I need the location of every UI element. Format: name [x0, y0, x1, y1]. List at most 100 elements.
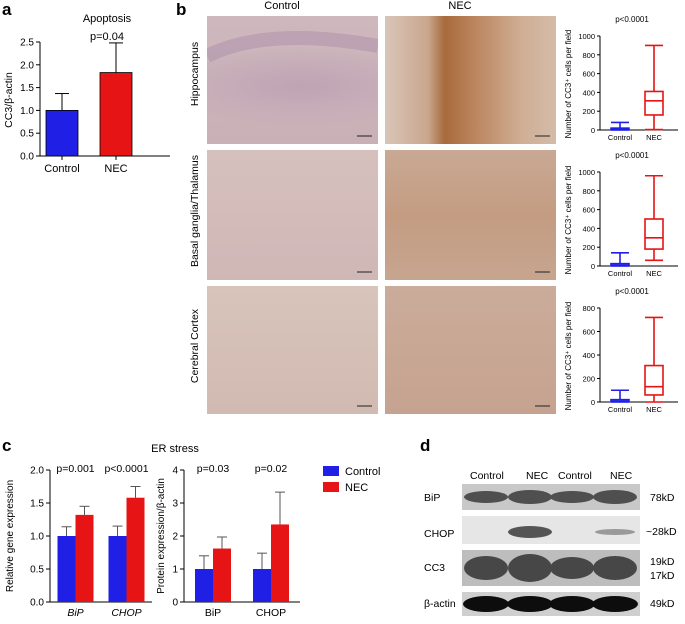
boxplot-box [644, 90, 664, 116]
boxplot-xtick-label: NEC [646, 405, 662, 414]
boxplot-ytick-label: 200 [582, 243, 595, 252]
chart-c-bar [108, 536, 127, 602]
boxplot-ytick-label: 800 [582, 51, 595, 60]
band-bip-1 [464, 491, 508, 503]
lane-label-1: Control [470, 470, 504, 482]
chart-a-xtick-label: NEC [104, 163, 127, 175]
boxplot-xtick-label: NEC [646, 269, 662, 278]
band-actin-1 [463, 596, 509, 612]
band-cc3-4 [593, 556, 637, 580]
chart-c-protein-plot: 0 1 2 3 4 BiP p=0.03 CHOP p=0.02 [172, 463, 300, 619]
band-label-cc3: CC3 [424, 562, 446, 574]
chart-c-gene-plot: 0.0 0.5 1.0 1.5 2.0 BiP p=0.001 CHOP p<0.0001 [30, 463, 152, 619]
chart-c-pvalue: p=0.03 [197, 463, 230, 475]
boxplot-ytick-label: 0 [591, 398, 595, 407]
chart-c-ytick-label: 2 [172, 532, 178, 543]
band-label-chop: CHOP [424, 528, 455, 540]
band-chop-2 [508, 526, 552, 538]
boxplot-ytick-label: 600 [582, 70, 595, 79]
chart-a-ytick-label: 1.0 [20, 106, 34, 117]
panel-letter-c: c [2, 436, 12, 455]
boxplot-ytick-label: 0 [591, 262, 595, 271]
chart-c-ytick-label: 3 [172, 499, 178, 510]
boxplot-cortex-plot: 0 200 400 600 800 Control NEC [582, 304, 678, 414]
chart-c-title: ER stress [151, 443, 199, 455]
boxplot-ytick-label: 800 [582, 187, 595, 196]
boxplot-hippocampus-ylabel: Number of CC3⁺ cells per field [564, 30, 573, 139]
chart-a-ytick-label: 0.0 [20, 152, 34, 163]
boxplot-basal-ganglia-pvalue: p<0.0001 [615, 151, 649, 160]
chart-c-ytick-label: 0 [172, 598, 178, 609]
band-label-bip: BiP [424, 492, 441, 504]
boxplot-xtick-label: Control [608, 269, 633, 278]
column-header-nec: NEC [448, 0, 472, 12]
chart-a-ytick-label: 0.5 [20, 129, 34, 140]
band-label-beta-actin: β-actin [424, 598, 456, 610]
band-bip-2 [508, 490, 552, 504]
micrograph-control-hippocampus [207, 16, 378, 144]
band-cc3-2 [508, 554, 552, 582]
chart-c: ER stress Relative gene expression Prote… [5, 443, 380, 619]
band-cc3-1 [464, 556, 508, 580]
chart-a-ytick-label: 2.5 [20, 38, 34, 49]
chart-c-left-ylabel: Relative gene expression [5, 480, 16, 592]
chart-a-title: Apoptosis [83, 13, 132, 25]
boxplot-xtick-label: NEC [646, 133, 662, 142]
chart-c-ytick-label: 1.5 [30, 499, 44, 510]
micrograph-control-basal-ganglia [207, 150, 378, 280]
chart-a-ylabel: CC3/β-actin [3, 72, 15, 128]
boxplot-ytick-label: 400 [582, 88, 595, 97]
chart-c-ytick-label: 1.0 [30, 532, 44, 543]
chart-c-bar [126, 497, 145, 602]
western-blot [462, 484, 640, 616]
boxplot-ytick-label: 200 [582, 375, 595, 384]
chart-a-bar [99, 72, 133, 157]
boxplot-box [644, 218, 664, 250]
legend-label-nec: NEC [345, 482, 368, 494]
boxplot-box [644, 364, 664, 396]
lane-label-2: NEC [526, 470, 549, 482]
column-header-control: Control [264, 0, 300, 12]
boxplot-hippocampus: p<0.0001 Number of CC3⁺ cells per field … [564, 15, 678, 142]
row-label-hippocampus: Hippocampus [189, 41, 201, 107]
boxplot-ytick-label: 1000 [578, 168, 595, 177]
legend-swatch-control [323, 466, 339, 476]
boxplot-ytick-label: 0 [591, 126, 595, 135]
chart-a-bar [45, 110, 79, 157]
chart-c-ytick-label: 2.0 [30, 466, 44, 477]
chart-c-xtick-label: CHOP [111, 607, 141, 619]
chart-a-ytick-label: 1.5 [20, 83, 34, 94]
chart-c-bar [253, 569, 271, 602]
chart-c-bar [75, 514, 94, 602]
chart-c-pvalue: p=0.02 [255, 463, 288, 475]
size-label-28: ~28kD [646, 526, 677, 538]
chart-c-ytick-label: 0.0 [30, 598, 44, 609]
band-actin-3 [549, 596, 595, 612]
size-label-49: 49kD [650, 598, 675, 610]
boxplot-cortex: p<0.0001 Number of CC3⁺ cells per field … [564, 287, 678, 414]
size-label-17: 17kD [650, 570, 675, 582]
chart-c-bar [195, 569, 213, 602]
boxplot-hippocampus-plot: 0 200 400 600 800 1000 Control NEC [578, 32, 678, 142]
boxplot-ytick-label: 600 [582, 328, 595, 337]
chart-c-pvalue: p=0.001 [56, 463, 94, 475]
boxplot-ytick-label: 400 [582, 351, 595, 360]
size-label-78: 78kD [650, 492, 675, 504]
chart-c-xtick-label: BiP [67, 607, 83, 619]
chart-c-xtick-label: CHOP [256, 607, 286, 619]
lane-label-3: Control [558, 470, 592, 482]
row-label-basal-ganglia: Basal ganglia/Thalamus [189, 154, 201, 268]
chart-c-bar [213, 548, 231, 602]
boxplot-basal-ganglia-plot: 0 200 400 600 800 1000 Control NEC [578, 168, 678, 278]
panel-letter-d: d [420, 436, 431, 455]
boxplot-xtick-label: Control [608, 405, 633, 414]
chart-a: Apoptosis p=0.04 CC3/β-actin 0.0 0.5 1.0 1.… [3, 13, 170, 175]
band-bip-4 [593, 490, 637, 504]
boxplot-ytick-label: 600 [582, 206, 595, 215]
chart-c-ytick-label: 1 [172, 565, 178, 576]
micrograph-nec-cortex [385, 286, 556, 414]
chart-c-ytick-label: 0.5 [30, 565, 44, 576]
boxplot-cortex-ylabel: Number of CC3⁺ cells per field [564, 302, 573, 411]
band-cc3-3 [550, 557, 594, 579]
boxplot-cortex-pvalue: p<0.0001 [615, 287, 649, 296]
